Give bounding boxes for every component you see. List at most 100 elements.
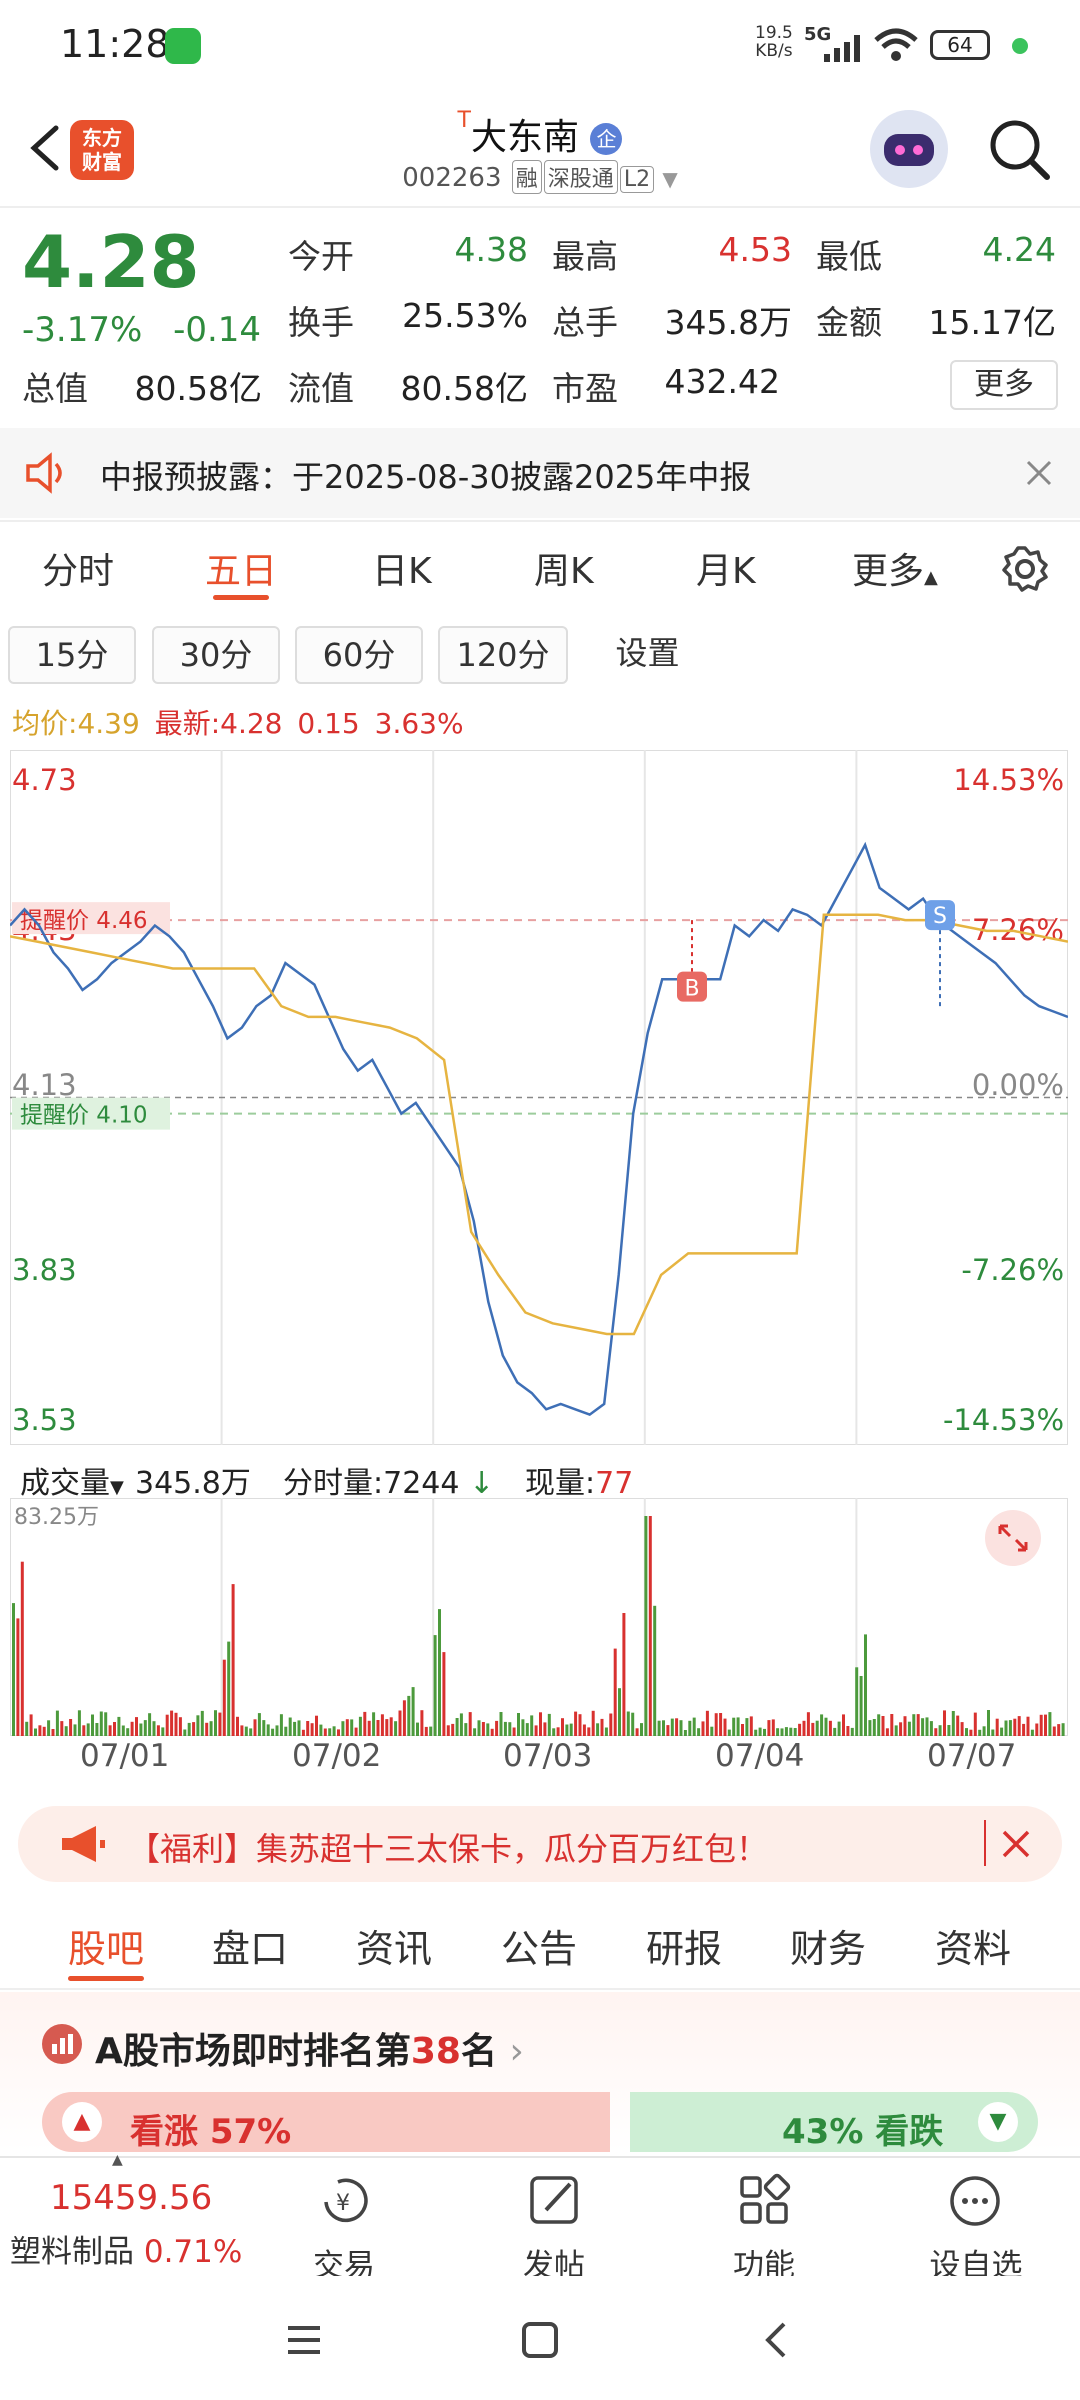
- volume-bar: [73, 1724, 77, 1736]
- tab-announcements[interactable]: 公告: [501, 1927, 578, 1971]
- volume-bar: [77, 1710, 81, 1736]
- volume-bar: [833, 1727, 837, 1736]
- app-logo[interactable]: 东方 财富: [70, 120, 134, 180]
- search-icon[interactable]: [985, 115, 1055, 185]
- index-name[interactable]: 塑料制品 0.71%: [10, 2234, 243, 2270]
- volume-bar: [850, 1727, 854, 1736]
- volume-bar: [12, 1603, 15, 1736]
- volume-label[interactable]: 成交量▼: [20, 1466, 124, 1501]
- volume-bar: [547, 1713, 551, 1736]
- volume-bar: [881, 1716, 885, 1736]
- volume-bar: [135, 1717, 138, 1736]
- volume-bar: [679, 1720, 683, 1736]
- volume-bar: [640, 1723, 643, 1736]
- volume-header: 成交量▼ 345.8万 分时量:7244 ↓ 现量:77: [0, 1450, 1080, 1501]
- megaphone-icon: [62, 1826, 105, 1862]
- volume-bar: [662, 1720, 665, 1736]
- volume-bar: [648, 1516, 652, 1736]
- volume-bar: [451, 1723, 455, 1736]
- close-icon[interactable]: [1000, 1828, 1032, 1860]
- period-120min[interactable]: 120分: [438, 626, 568, 684]
- volume-bar: [978, 1729, 982, 1736]
- sentiment-bar[interactable]: ▲ 看涨 57% 43% 看跌 ▼: [42, 2092, 1038, 2152]
- volume-chart[interactable]: 83.25万: [10, 1498, 1068, 1736]
- promo-banner[interactable]: 【福利】集苏超十三太保卡，瓜分百万红包！: [18, 1806, 1062, 1882]
- index-value[interactable]: 15459.56: [50, 2178, 213, 2218]
- tab-guba[interactable]: 股吧: [68, 1927, 145, 1971]
- volume-bar: [1052, 1726, 1056, 1736]
- more-button[interactable]: 更多: [950, 360, 1058, 410]
- quote-field-value: 4.38: [454, 230, 528, 269]
- more-circle-icon[interactable]: [946, 2172, 1004, 2230]
- tab-month-k[interactable]: 月K: [696, 551, 756, 592]
- volume-bar: [91, 1714, 94, 1736]
- y-tick-right: -7.26%: [961, 1253, 1064, 1287]
- tab-research[interactable]: 研报: [646, 1927, 723, 1971]
- robot-avatar-icon[interactable]: [870, 110, 948, 188]
- rank-card[interactable]: A股市场即时排名第38名 › ▲ 看涨 57% 43% 看跌 ▼: [0, 1992, 1080, 2152]
- tab-panel[interactable]: 盘口: [212, 1927, 289, 1971]
- volume-bar: [25, 1721, 29, 1736]
- volume-bar: [262, 1720, 266, 1736]
- volume-bar: [521, 1719, 525, 1736]
- close-icon[interactable]: [1024, 458, 1054, 488]
- volume-bar: [1057, 1724, 1061, 1736]
- arrow-down-icon[interactable]: ▼: [978, 2102, 1018, 2142]
- volume-bar: [306, 1721, 310, 1736]
- tab-more[interactable]: 更多▲: [852, 551, 938, 592]
- tab-day-k[interactable]: 日K: [372, 551, 432, 592]
- volume-bar: [301, 1729, 305, 1736]
- period-30min[interactable]: 30分: [152, 626, 280, 684]
- volume-bar: [534, 1725, 538, 1736]
- wechat-icon: [165, 28, 201, 64]
- volume-bar: [929, 1721, 933, 1736]
- stock-name: T大东南 企: [0, 108, 1080, 160]
- volume-bar: [38, 1725, 42, 1736]
- notice-text: 中报预披露：于2025-08-30披露2025年中报: [100, 458, 752, 496]
- tab-news[interactable]: 资讯: [356, 1927, 433, 1971]
- expand-icon[interactable]: [998, 1524, 1028, 1552]
- tab-intraday[interactable]: 分时: [42, 551, 115, 592]
- stock-code[interactable]: 002263 融深股通 L2 ▼: [0, 160, 1080, 194]
- menu-icon[interactable]: [284, 2320, 324, 2360]
- edit-post-icon[interactable]: [526, 2172, 584, 2230]
- gear-icon[interactable]: [1000, 544, 1050, 594]
- date-label: 07/03: [503, 1738, 593, 1774]
- volume-bar: [429, 1726, 433, 1736]
- wifi-icon: [874, 28, 918, 61]
- back-icon[interactable]: [18, 118, 78, 178]
- home-icon[interactable]: [520, 2320, 560, 2360]
- notice-bar[interactable]: 中报预披露：于2025-08-30披露2025年中报: [0, 428, 1080, 518]
- volume-bar: [784, 1727, 788, 1736]
- back-nav-icon[interactable]: [756, 2320, 796, 2360]
- period-60min[interactable]: 60分: [295, 626, 423, 684]
- volume-bar: [1022, 1723, 1026, 1736]
- tab-finance[interactable]: 财务: [790, 1927, 867, 1971]
- period-15min[interactable]: 15分: [8, 626, 136, 684]
- volume-bar: [266, 1724, 270, 1736]
- sell-marker-label: S: [933, 904, 947, 929]
- volume-bar: [433, 1635, 437, 1736]
- arrow-up-icon[interactable]: ▲: [62, 2102, 102, 2142]
- volume-bar: [411, 1687, 415, 1736]
- intraday-chart[interactable]: 4.734.434.133.833.5314.53%7.26%0.00%-7.2…: [10, 750, 1068, 1445]
- signal-label: 5G: [804, 24, 832, 45]
- tab-five-day[interactable]: 五日: [205, 551, 278, 592]
- alert-high-tag: [12, 902, 170, 935]
- volume-bar: [622, 1613, 626, 1736]
- tab-week-k[interactable]: 周K: [534, 551, 594, 592]
- volume-bar: [376, 1720, 380, 1736]
- tab-profile[interactable]: 资料: [935, 1927, 1012, 1971]
- volume-bar: [385, 1719, 389, 1736]
- date-label: 07/07: [927, 1738, 1017, 1774]
- volume-max-label: 83.25万: [14, 1505, 99, 1530]
- alert-high-label: 提醒价 4.46: [20, 908, 148, 934]
- expand-bg[interactable]: [985, 1510, 1041, 1566]
- grid-icon[interactable]: [736, 2172, 794, 2230]
- trade-icon[interactable]: ¥: [316, 2172, 374, 2230]
- period-settings[interactable]: 设置: [615, 634, 680, 672]
- volume-bar: [582, 1724, 586, 1736]
- volume-bar: [618, 1688, 621, 1736]
- volume-bar: [600, 1718, 604, 1736]
- alert-low-label: 提醒价 4.10: [20, 1103, 148, 1129]
